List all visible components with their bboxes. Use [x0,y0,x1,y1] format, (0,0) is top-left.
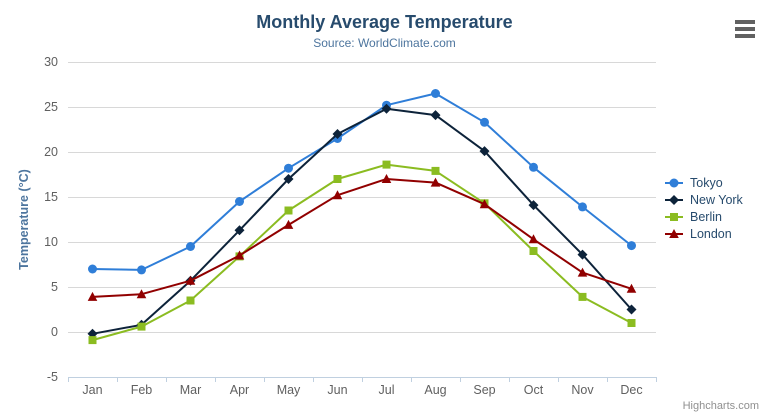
series-marker-new-york [381,103,392,114]
legend-item-tokyo[interactable]: Tokyo [664,174,743,191]
series-marker-london [332,190,343,200]
y-axis-tick-label: 10 [44,235,58,249]
series-marker-london [185,275,196,285]
series-marker-london [479,199,490,209]
series-marker-tokyo [627,241,636,251]
series-line-tokyo [91,92,633,271]
series-marker-berlin [333,175,342,183]
x-axis-tick-label: Feb [131,383,153,397]
series-marker-london [430,177,441,187]
legend-item-label: Berlin [690,209,722,224]
export-menu-button[interactable] [733,18,757,40]
x-axis-tick-label: Jul [379,383,395,397]
series-marker-london [283,219,294,229]
series-marker-tokyo [529,162,538,172]
series-marker-tokyo [88,264,97,274]
series-marker-london [626,283,637,293]
series-marker-tokyo [578,202,587,212]
series-marker-berlin [578,292,587,301]
series-marker-tokyo [137,265,146,275]
series-marker-berlin [627,319,636,327]
hamburger-menu-icon [735,20,755,24]
hamburger-menu-icon [735,27,755,31]
y-axis-title: Temperature (°C) [17,169,31,270]
legend-circle-icon [665,178,683,187]
series-marker-new-york [283,174,294,184]
x-axis-tick-label: Sep [473,383,495,397]
y-axis-tick-label: 5 [51,280,58,294]
x-axis-tick-label: Jan [82,383,102,397]
series-marker-berlin [284,206,293,215]
series-line-london [91,178,633,298]
x-axis-tick-label: Apr [230,383,249,397]
series-marker-london [234,250,245,260]
legend-item-berlin[interactable]: Berlin [664,208,743,225]
series-marker-new-york [528,200,539,211]
legend-item-new-york[interactable]: New York [664,191,743,208]
x-axis-tick-label: May [277,383,301,397]
chart-credits-link[interactable]: Highcharts.com [682,400,759,412]
y-axis-tick-label: 30 [44,55,58,69]
series-marker-new-york [479,146,490,157]
series-marker-tokyo [431,89,440,98]
series-marker-london [87,291,98,301]
y-axis-tick-label: 15 [44,190,58,204]
series-marker-new-york [234,225,245,236]
series-marker-tokyo [186,242,195,251]
series-marker-london [136,289,147,299]
series-marker-new-york [332,129,343,139]
series-marker-tokyo [235,197,244,206]
hamburger-menu-icon [735,34,755,38]
legend-item-label: Tokyo [690,175,723,190]
x-axis-tick-label: Mar [180,383,202,397]
series-marker-berlin [137,322,146,331]
series-marker-london [381,174,392,183]
series-marker-berlin [382,160,391,169]
legend-item-label: London [690,226,732,241]
chart-title: Monthly Average Temperature [256,12,513,32]
series-marker-london [528,234,539,244]
legend-square-icon [665,212,683,221]
series-marker-berlin [186,296,195,305]
legend-triangle-icon [665,228,683,238]
series-marker-berlin [431,166,440,175]
x-axis-tick-label: Oct [524,383,544,397]
series-line-berlin [91,163,633,342]
legend-item-label: New York [690,192,743,207]
x-axis-tick-label: Nov [571,383,594,397]
y-axis-tick-label: 25 [44,100,58,114]
chart-legend: Tokyo New York Berlin London [664,174,743,242]
series-line-new-york [91,107,633,335]
series-marker-tokyo [480,117,489,127]
x-axis-tick-label: Dec [620,383,642,397]
legend-item-london[interactable]: London [664,225,743,242]
y-axis-tick-label: -5 [47,370,58,384]
x-axis-tick-label: Aug [424,383,446,397]
series-marker-berlin [529,247,538,255]
y-axis-tick-label: 20 [44,145,58,159]
y-axis-tick-label: 0 [51,325,58,339]
series-marker-tokyo [284,163,293,173]
x-axis-tick-label: Jun [327,383,347,397]
series-marker-new-york [430,110,441,121]
series-marker-london [577,267,588,277]
series-marker-new-york [577,249,588,260]
legend-diamond-icon [665,194,683,205]
series-marker-new-york [626,304,637,315]
chart-subtitle: Source: WorldClimate.com [313,36,456,50]
series-marker-berlin [88,336,97,345]
